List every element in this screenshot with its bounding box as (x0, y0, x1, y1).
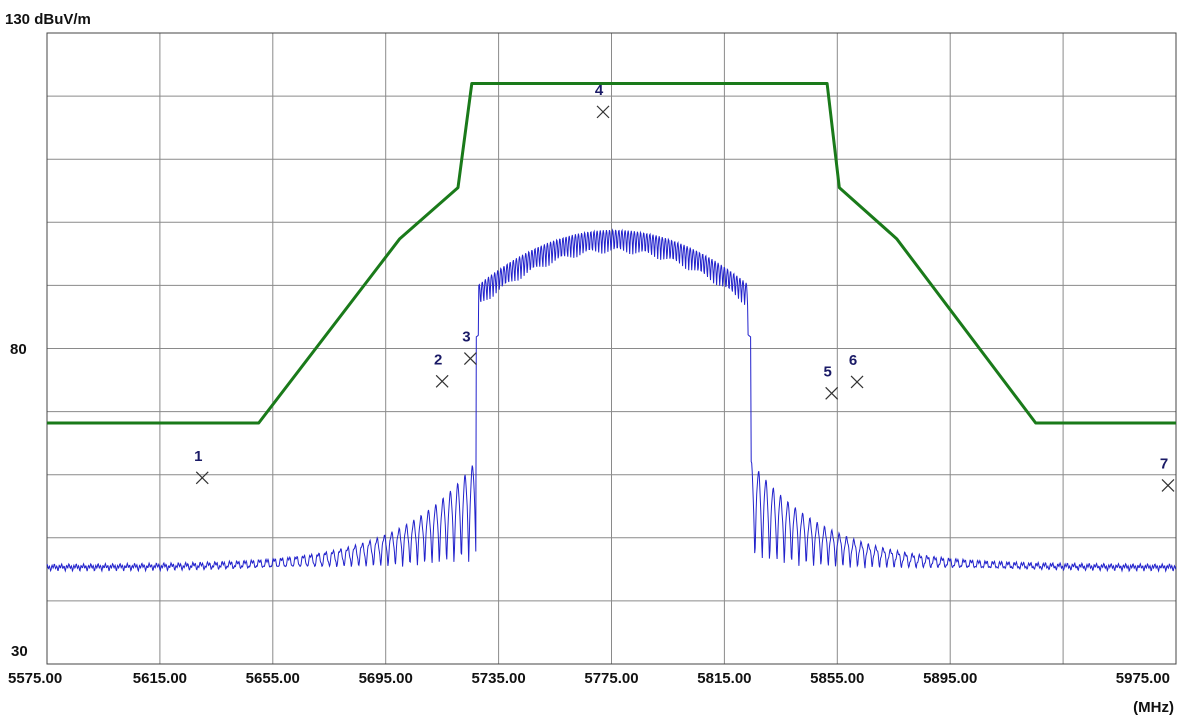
marker-cross (825, 386, 839, 400)
marker-label: 5 (823, 363, 831, 380)
marker-label: 4 (595, 82, 604, 99)
plot-frame (46, 32, 1177, 665)
marker-6: 6 (849, 352, 864, 389)
grid (47, 33, 1176, 664)
marker-2: 2 (434, 351, 449, 388)
x-tick-label: 5575.00 (8, 670, 62, 687)
marker-4: 4 (595, 82, 610, 119)
x-tick-label: 5855.00 (810, 670, 864, 687)
x-tick-labels: 5575.00 5615.00 5655.00 5695.00 5735.00 5775.… (8, 670, 1170, 687)
marker-label: 7 (1160, 455, 1168, 472)
y-top-label: 130 dBuV/m (5, 11, 91, 28)
x-tick-label: 5655.00 (246, 670, 300, 687)
markers: 1 2 3 4 5 6 7 (194, 82, 1175, 492)
x-tick-label: 5815.00 (697, 670, 751, 687)
x-tick-label: 5615.00 (133, 670, 187, 687)
marker-cross (850, 375, 864, 389)
marker-cross (435, 374, 449, 388)
marker-label: 6 (849, 352, 857, 369)
y-bottom-label: 30 (11, 643, 28, 660)
marker-cross (463, 352, 477, 366)
limit-line (47, 82, 1176, 425)
x-tick-label: 5775.00 (584, 670, 638, 687)
marker-cross (1161, 479, 1175, 492)
marker-label: 1 (194, 448, 202, 465)
x-tick-label: 5695.00 (359, 670, 413, 687)
marker-1: 1 (194, 448, 209, 485)
marker-cross (596, 105, 610, 119)
marker-3: 3 (462, 329, 477, 366)
spectrum-trace (46, 228, 1177, 573)
marker-7: 7 (1160, 455, 1175, 492)
x-unit-label: (MHz) (1133, 699, 1174, 716)
marker-label: 3 (462, 329, 470, 346)
marker-5: 5 (823, 363, 839, 400)
x-tick-label: 5735.00 (471, 670, 525, 687)
y-mid-label: 80 (10, 341, 27, 358)
marker-label: 2 (434, 351, 442, 368)
marker-cross (195, 471, 209, 485)
x-tick-label: 5895.00 (923, 670, 977, 687)
x-tick-label: 5975.00 (1116, 670, 1170, 687)
